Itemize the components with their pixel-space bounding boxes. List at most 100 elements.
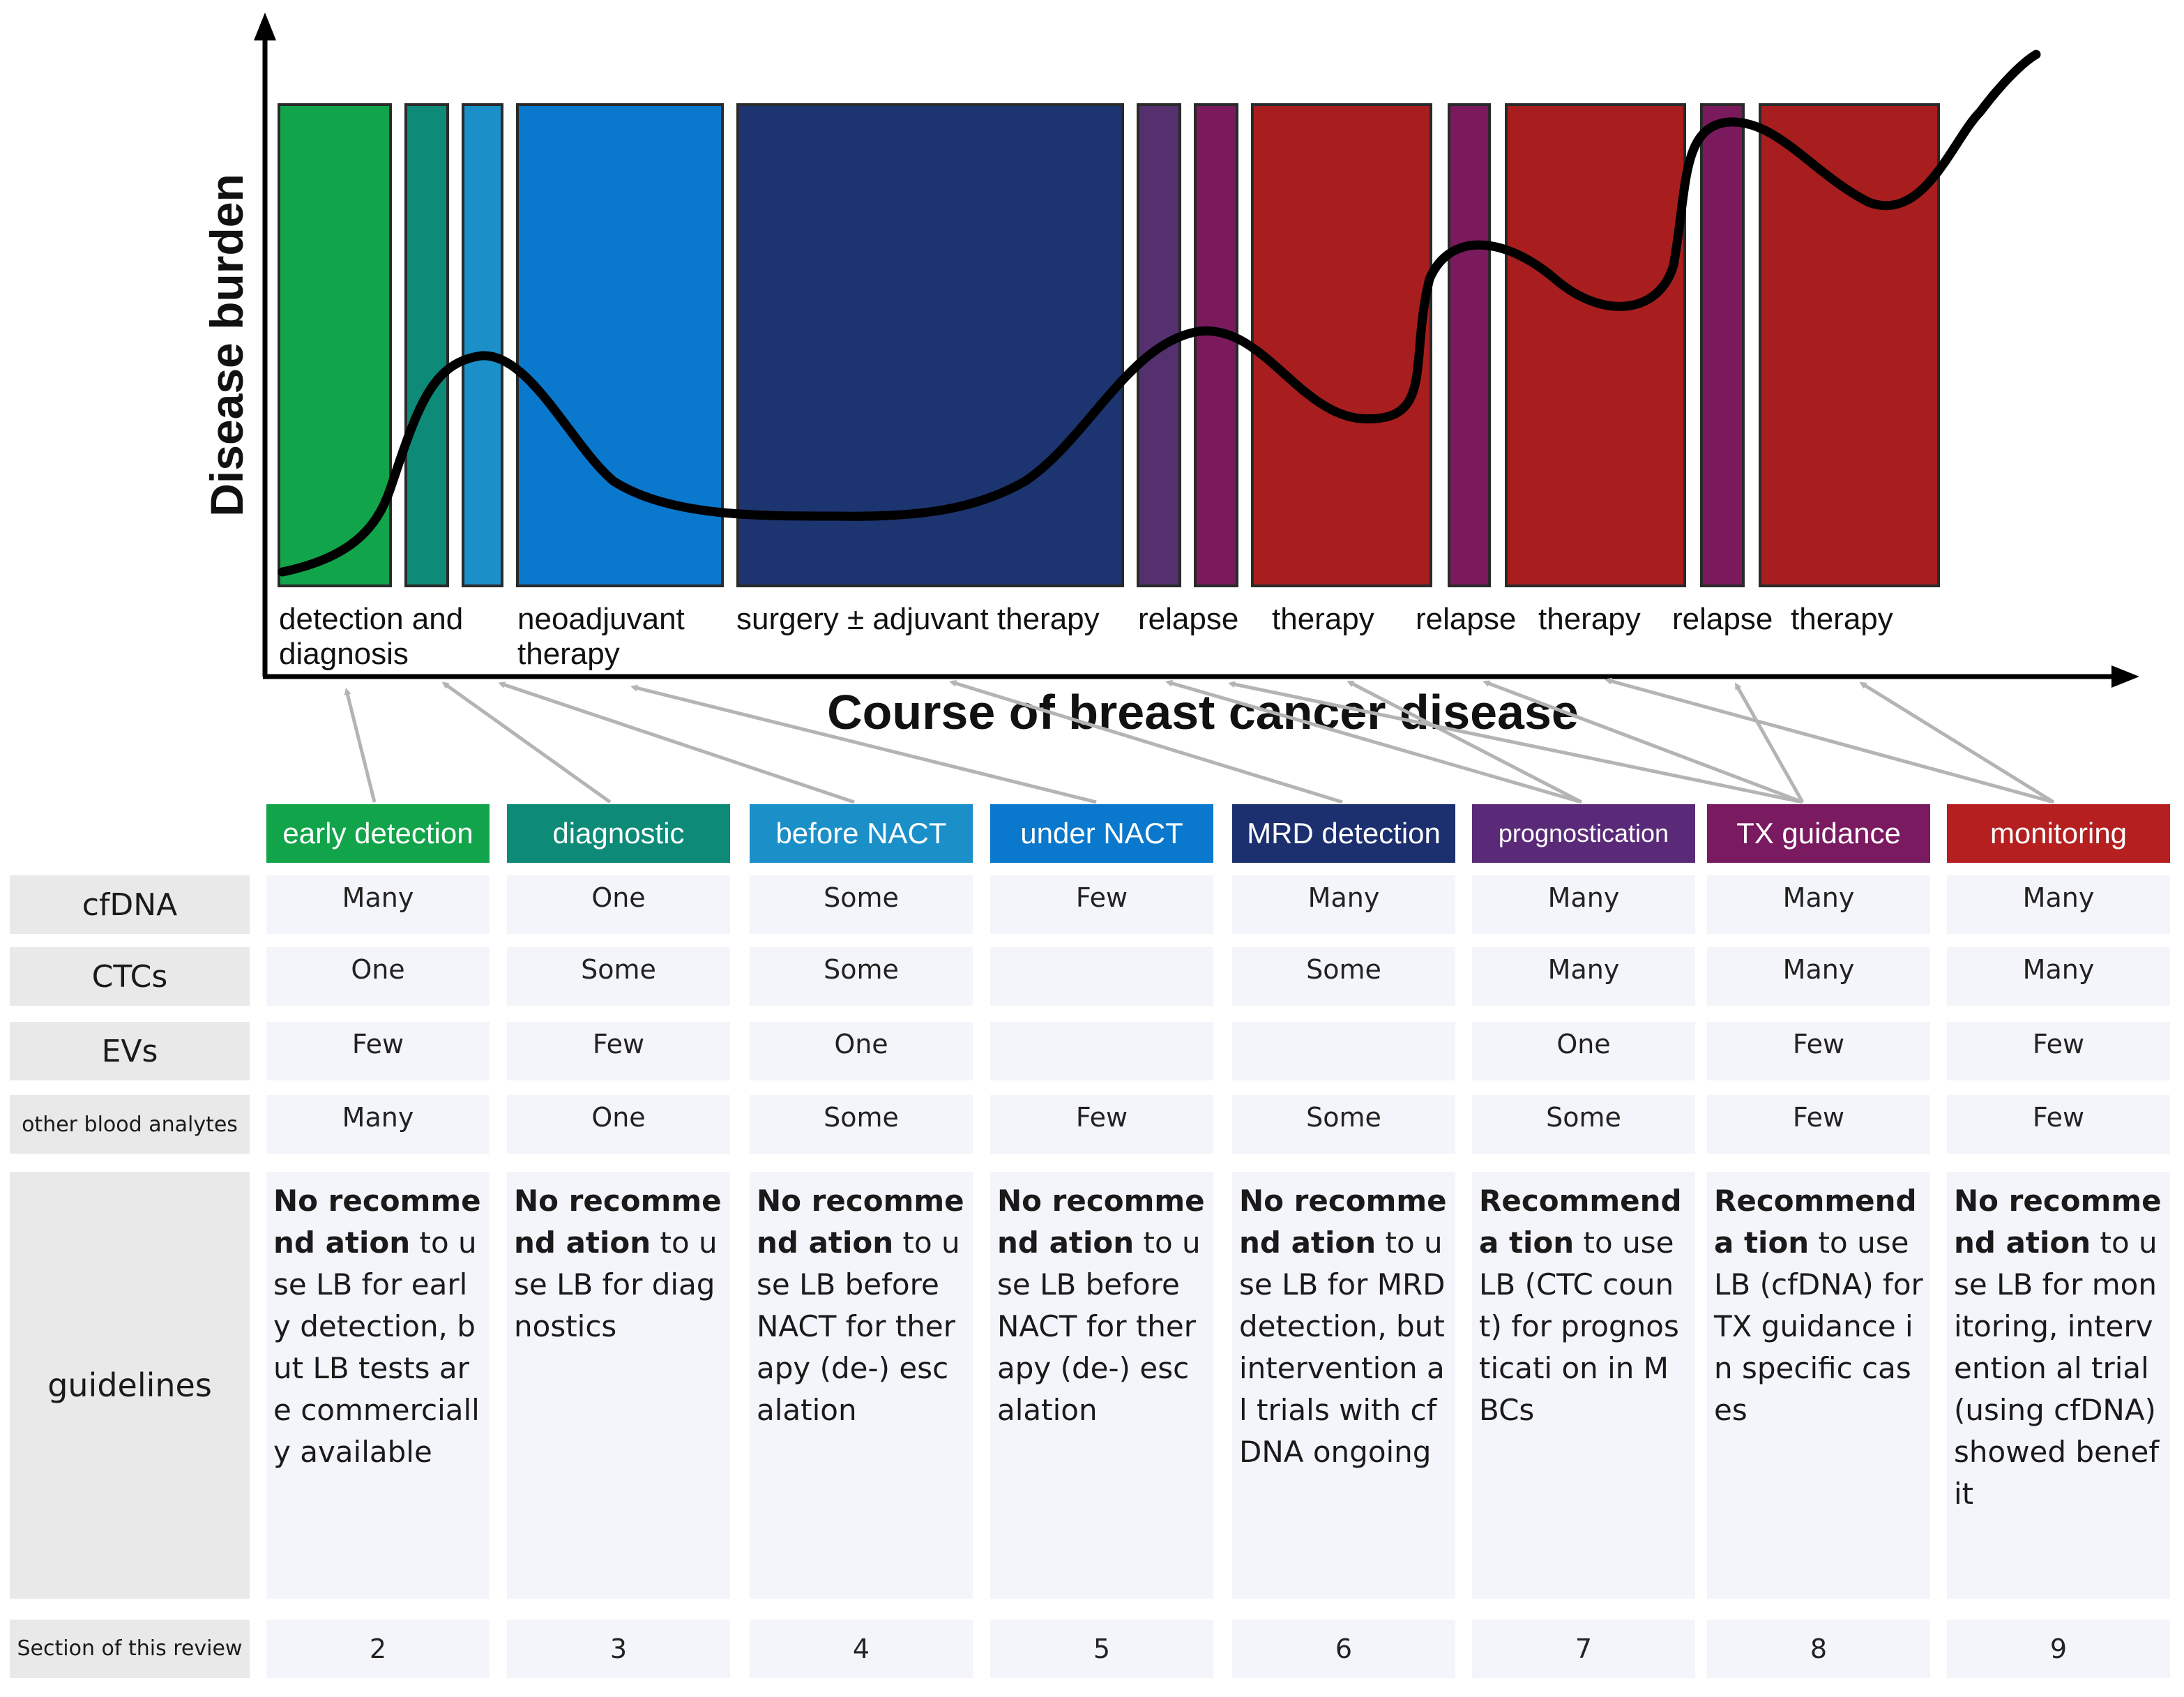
guideline-emphasis: Recommenda tion bbox=[1714, 1184, 1917, 1260]
cell-section-number: 5 bbox=[990, 1620, 1213, 1678]
cell-ctcs: Many bbox=[1947, 947, 2170, 1006]
cell-section-number: 4 bbox=[750, 1620, 973, 1678]
cell-value: Many bbox=[2022, 954, 2095, 985]
arrow-monitoring-2 bbox=[1859, 681, 2055, 804]
guideline-text: to use LB before NACT for therapy (de-) … bbox=[757, 1225, 960, 1427]
bar-tx-1 bbox=[1194, 103, 1238, 587]
arrow-monitoring-1 bbox=[1605, 677, 2054, 804]
bar-surgery bbox=[736, 103, 1124, 587]
cell-value: One bbox=[1556, 1029, 1611, 1059]
cell-value: Some bbox=[1306, 954, 1381, 985]
guideline-text: to use LB for diagnostics bbox=[514, 1225, 718, 1343]
phase-label-4: relapse bbox=[1138, 602, 1238, 636]
cell-section-number: 8 bbox=[1707, 1620, 1930, 1678]
bar-relapse-2 bbox=[1448, 103, 1491, 587]
guideline-text: to use LB for monitoring, intervention a… bbox=[1954, 1225, 2160, 1511]
cell-section-number: 3 bbox=[507, 1620, 730, 1678]
cell-evs: One bbox=[1472, 1022, 1695, 1080]
row-label-other-blood-analytes: other blood analytes bbox=[10, 1095, 250, 1154]
row-label-section-of-review: Section of this review bbox=[10, 1620, 250, 1678]
column-header: prognostication bbox=[1472, 804, 1695, 863]
cell-evs: Few bbox=[1947, 1022, 2170, 1080]
guideline-emphasis: Recommenda tion bbox=[1479, 1184, 1682, 1260]
cell-ctcs: Some bbox=[507, 947, 730, 1006]
cell-guidelines: No recommend ation to use LB before NACT… bbox=[990, 1172, 1213, 1599]
cell-value: Many bbox=[1782, 954, 1855, 985]
cell-guidelines: Recommenda tion to use LB (CTC count) fo… bbox=[1472, 1172, 1695, 1599]
column-header: under NACT bbox=[990, 804, 1213, 863]
arrow-tx-guidance-2 bbox=[1482, 680, 1803, 804]
column-header: diagnostic bbox=[507, 804, 730, 863]
cell-value: One bbox=[591, 882, 646, 913]
cell-ctcs: Many bbox=[1707, 947, 1930, 1006]
bar-before-nact bbox=[462, 103, 503, 587]
cell-value: Few bbox=[1075, 1102, 1128, 1133]
arrow-prognostication-2 bbox=[1347, 680, 1583, 804]
x-axis-arrowhead bbox=[2111, 665, 2139, 688]
phase-label-2: neoadjuvant therapy bbox=[517, 602, 685, 671]
cell-other: Some bbox=[1472, 1095, 1695, 1154]
cell-value: Few bbox=[592, 1029, 645, 1059]
phase-labels: detection and diagnosis neoadjuvant therapy… bbox=[279, 602, 1893, 671]
arrow-tx-guidance-3 bbox=[1734, 682, 1805, 804]
cell-evs: Few bbox=[507, 1022, 730, 1080]
column-header: MRD detection bbox=[1232, 804, 1455, 863]
cell-value: Some bbox=[1546, 1102, 1621, 1133]
cell-value: Few bbox=[2032, 1102, 2085, 1133]
cell-cfdna: Many bbox=[1472, 875, 1695, 934]
y-axis-arrowhead bbox=[254, 13, 276, 40]
guideline-emphasis: No recommend ation bbox=[757, 1184, 964, 1260]
cell-evs: One bbox=[750, 1022, 973, 1080]
cell-value: Few bbox=[2032, 1029, 2085, 1059]
cell-guidelines: Recommenda tion to use LB (cfDNA) for TX… bbox=[1707, 1172, 1930, 1599]
cell-evs bbox=[1232, 1022, 1455, 1080]
cell-ctcs: Some bbox=[750, 947, 973, 1006]
cell-value: Some bbox=[824, 882, 899, 913]
bar-therapy-2 bbox=[1505, 103, 1686, 587]
guideline-text: to use LB for MRD detection, but interve… bbox=[1239, 1225, 1446, 1469]
cell-value: Some bbox=[581, 954, 656, 985]
cell-guidelines: No recommend ation to use LB for MRD det… bbox=[1232, 1172, 1455, 1599]
arrow-prognostication-1 bbox=[1165, 679, 1582, 804]
column-header: early detection bbox=[266, 804, 490, 863]
arrow-early-detection bbox=[344, 688, 377, 803]
guideline-emphasis: No recommend ation bbox=[514, 1184, 722, 1260]
cell-ctcs: One bbox=[266, 947, 490, 1006]
cell-section-number: 2 bbox=[266, 1620, 490, 1678]
cell-other: Some bbox=[1232, 1095, 1455, 1154]
phase-label-3: surgery ± adjuvant therapy bbox=[736, 602, 1100, 636]
cell-value: Many bbox=[2022, 882, 2095, 913]
cell-cfdna: Some bbox=[750, 875, 973, 934]
guideline-emphasis: No recommend ation bbox=[1954, 1184, 2162, 1260]
phase-bars bbox=[278, 103, 1940, 587]
arrow-before-nact bbox=[498, 681, 855, 804]
phase-label-6: relapse bbox=[1416, 602, 1516, 636]
cell-evs: Few bbox=[1707, 1022, 1930, 1080]
cell-cfdna: Many bbox=[1707, 875, 1930, 934]
column-header: monitoring bbox=[1947, 804, 2170, 863]
cell-value: Some bbox=[824, 1102, 899, 1133]
cell-evs: Few bbox=[266, 1022, 490, 1080]
cell-cfdna: Many bbox=[266, 875, 490, 934]
bar-detection bbox=[278, 103, 392, 587]
cell-ctcs bbox=[990, 947, 1213, 1006]
bar-therapy-1 bbox=[1251, 103, 1432, 587]
cell-value: Many bbox=[1547, 882, 1620, 913]
row-label-guidelines: guidelines bbox=[10, 1172, 250, 1599]
cell-value: One bbox=[591, 1102, 646, 1133]
connector-arrows bbox=[344, 677, 2055, 804]
guideline-text: to use LB before NACT for therapy (de-) … bbox=[997, 1225, 1201, 1427]
column-header: before NACT bbox=[750, 804, 973, 863]
bar-diagnostic bbox=[404, 103, 449, 587]
guideline-emphasis: No recommend ation bbox=[997, 1184, 1205, 1260]
cell-guidelines: No recommend ation to use LB for monitor… bbox=[1947, 1172, 2170, 1599]
cell-section-number: 9 bbox=[1947, 1620, 2170, 1678]
phase-label-5: therapy bbox=[1272, 602, 1374, 636]
arrow-under-nact bbox=[630, 684, 1097, 804]
cell-other: Few bbox=[1947, 1095, 2170, 1154]
cell-value: Few bbox=[1075, 882, 1128, 913]
cell-evs bbox=[990, 1022, 1213, 1080]
guideline-text: to use LB for early detection, but LB te… bbox=[273, 1225, 480, 1469]
disease-burden-curve bbox=[278, 50, 2041, 577]
